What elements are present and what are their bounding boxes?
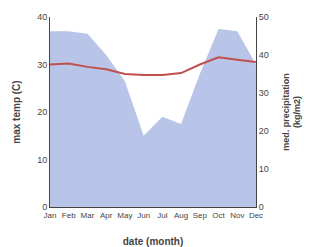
- svg-text:Aug: Aug: [174, 211, 188, 220]
- svg-text:Apr: Apr: [100, 211, 113, 220]
- svg-text:50: 50: [259, 12, 269, 22]
- svg-text:40: 40: [259, 50, 269, 60]
- svg-text:0: 0: [42, 202, 47, 212]
- svg-text:Jun: Jun: [137, 211, 150, 220]
- svg-text:date (month): date (month): [123, 236, 184, 247]
- svg-text:Jul: Jul: [157, 211, 167, 220]
- svg-text:0: 0: [259, 202, 264, 212]
- svg-text:max temp (C): max temp (C): [11, 80, 22, 143]
- svg-text:Sep: Sep: [193, 211, 208, 220]
- svg-text:20: 20: [37, 107, 47, 117]
- svg-text:May: May: [117, 211, 132, 220]
- svg-text:Jan: Jan: [44, 211, 57, 220]
- svg-text:Oct: Oct: [212, 211, 225, 220]
- svg-text:med. precipitation(kg/m2): med. precipitation(kg/m2): [281, 73, 303, 151]
- svg-text:30: 30: [37, 60, 47, 70]
- svg-text:10: 10: [259, 164, 269, 174]
- svg-text:Mar: Mar: [81, 211, 95, 220]
- svg-text:10: 10: [37, 155, 47, 165]
- svg-text:Dec: Dec: [249, 211, 263, 220]
- svg-text:20: 20: [259, 126, 269, 136]
- svg-text:30: 30: [259, 88, 269, 98]
- svg-text:Feb: Feb: [62, 211, 76, 220]
- svg-text:40: 40: [37, 12, 47, 22]
- svg-text:Nov: Nov: [230, 211, 244, 220]
